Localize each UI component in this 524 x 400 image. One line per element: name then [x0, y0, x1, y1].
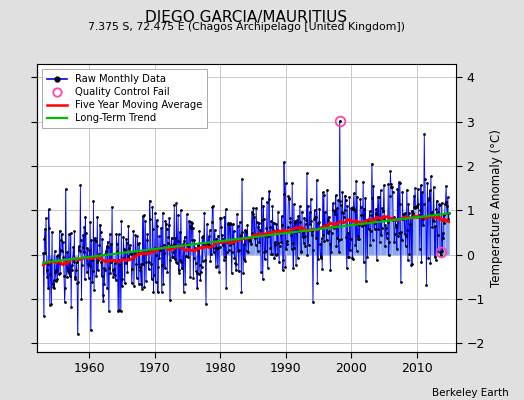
- Text: 7.375 S, 72.475 E (Chagos Archipelago [United Kingdom]): 7.375 S, 72.475 E (Chagos Archipelago [U…: [88, 22, 405, 32]
- Y-axis label: Temperature Anomaly (°C): Temperature Anomaly (°C): [490, 129, 503, 287]
- Legend: Raw Monthly Data, Quality Control Fail, Five Year Moving Average, Long-Term Tren: Raw Monthly Data, Quality Control Fail, …: [42, 69, 207, 128]
- Text: Berkeley Earth: Berkeley Earth: [432, 388, 508, 398]
- Text: DIEGO GARCIA/MAURITIUS: DIEGO GARCIA/MAURITIUS: [145, 10, 347, 25]
